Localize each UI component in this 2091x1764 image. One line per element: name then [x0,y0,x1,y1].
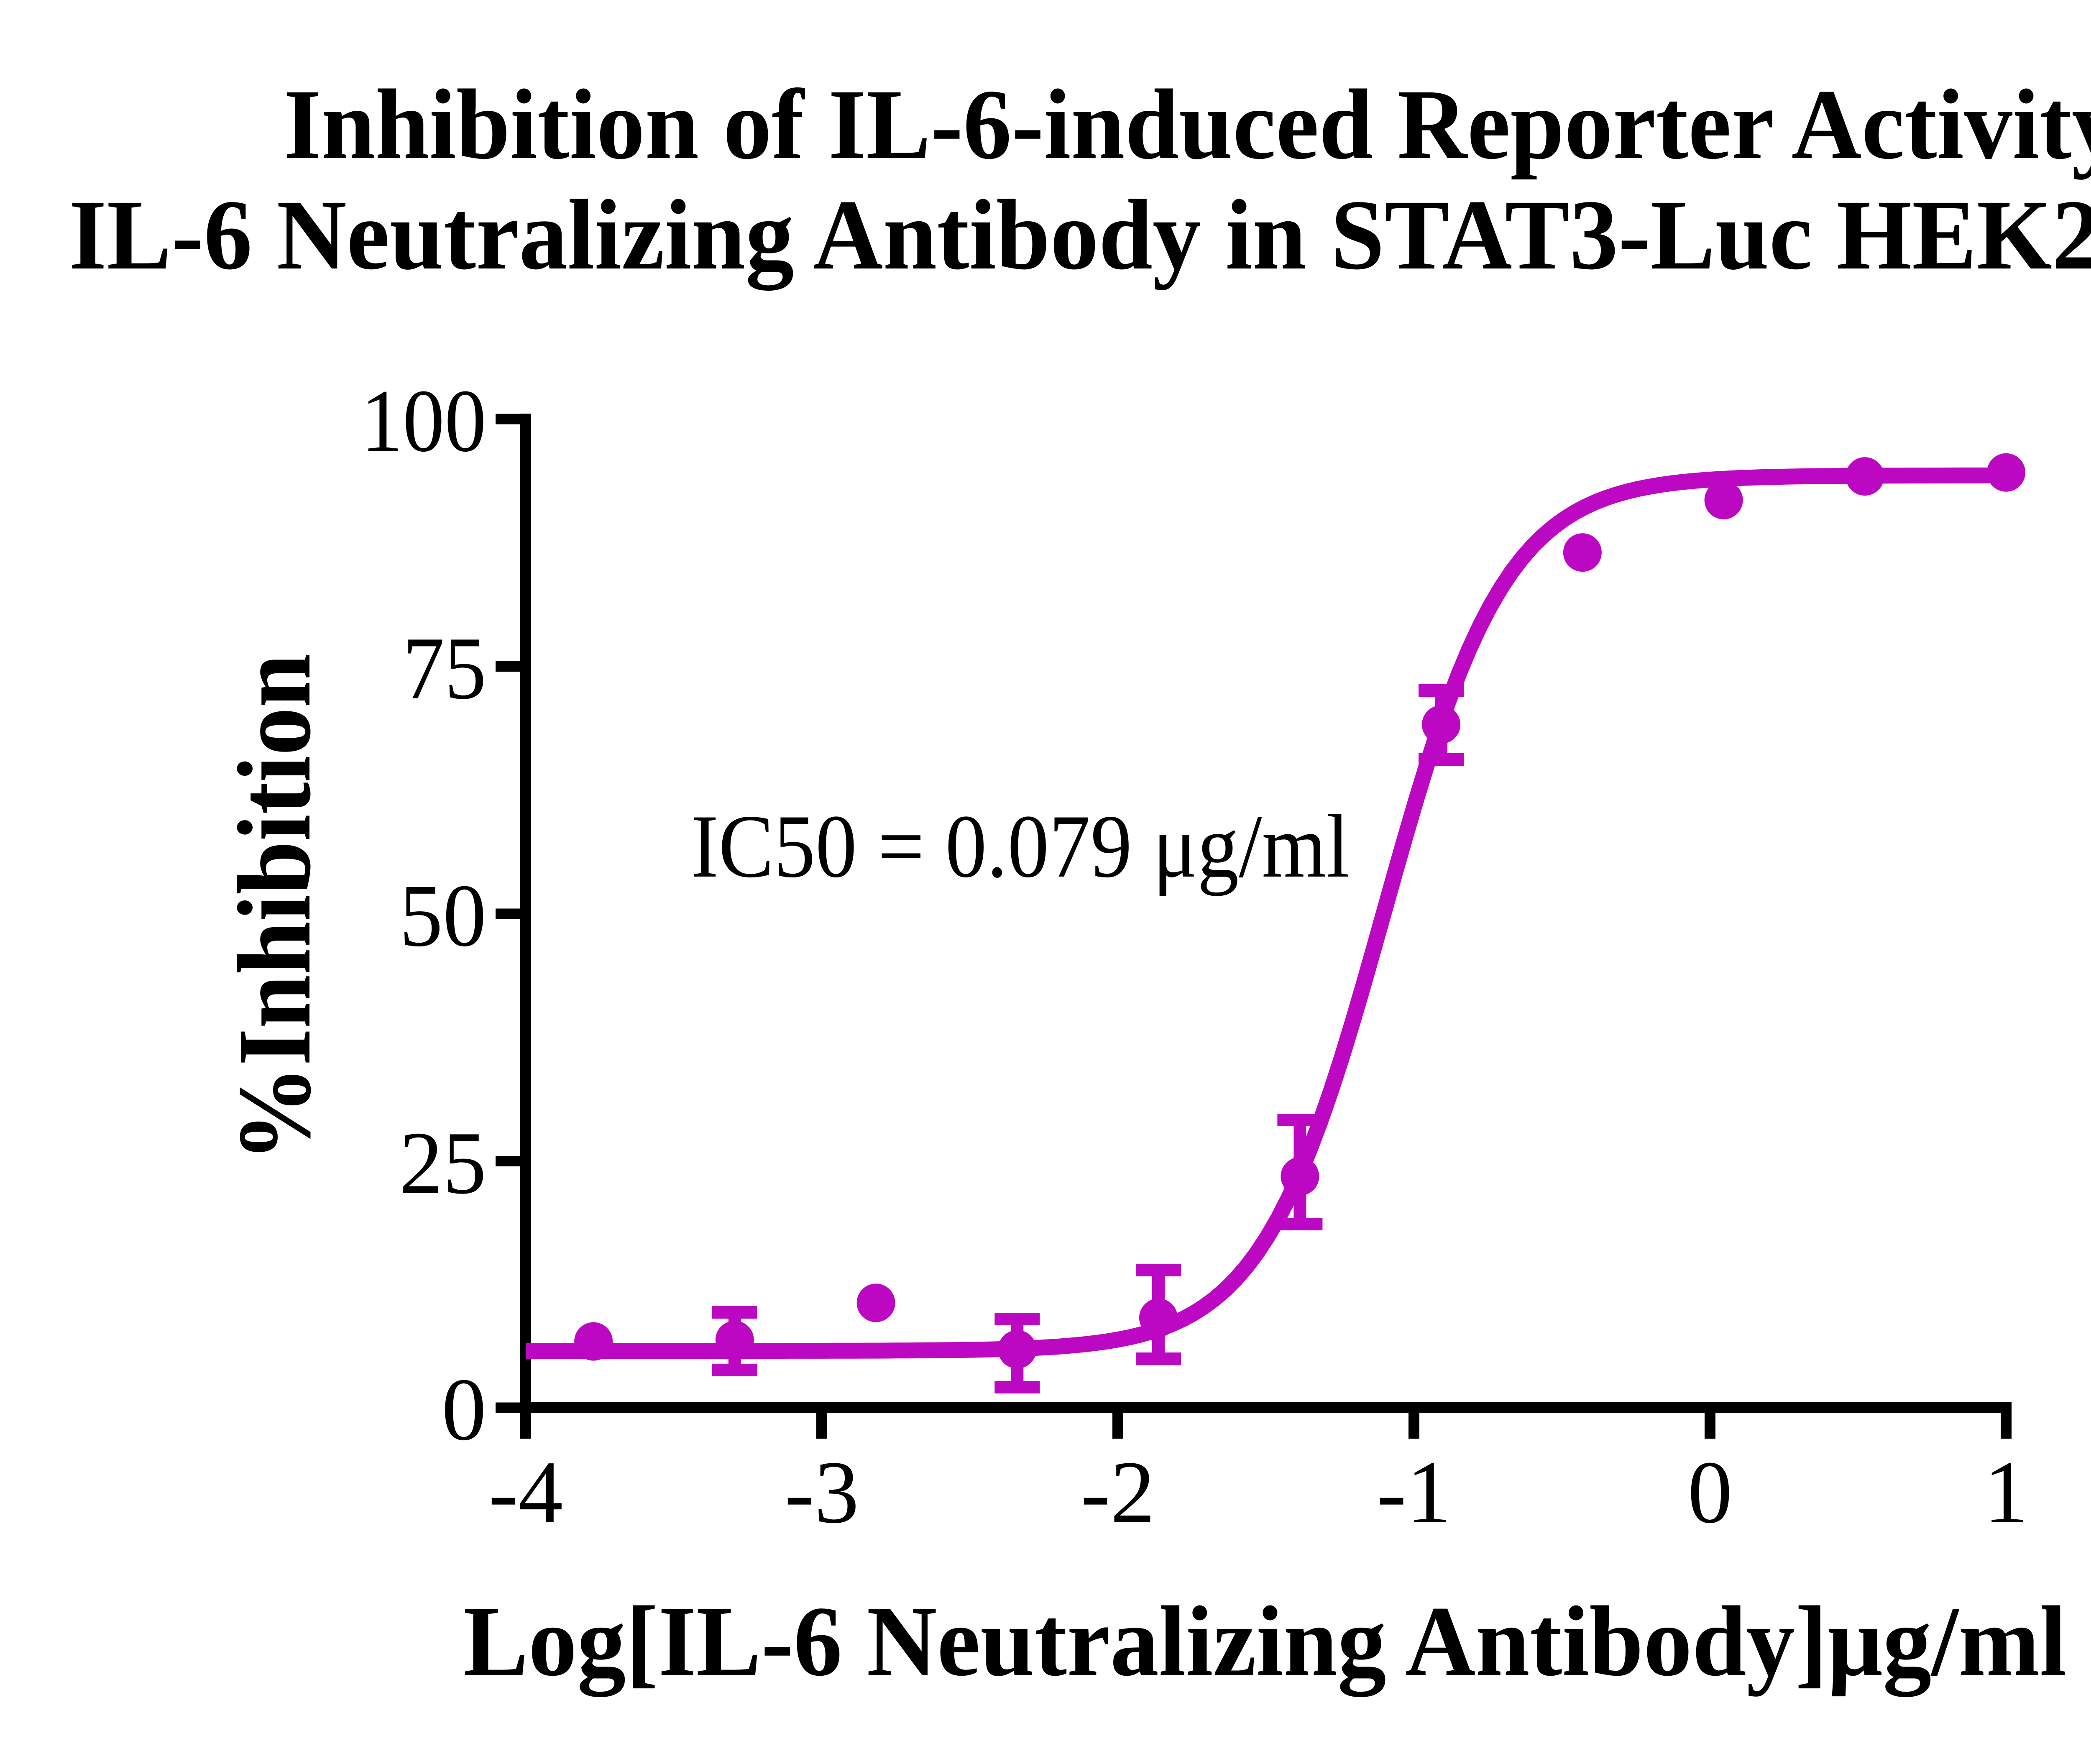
svg-text:%Inhibition: %Inhibition [217,654,332,1162]
svg-text:0: 0 [442,1360,486,1459]
svg-text:75: 75 [403,619,486,718]
svg-text:25: 25 [399,1114,486,1213]
svg-text:-4: -4 [488,1443,563,1542]
svg-text:0: 0 [1688,1443,1733,1542]
svg-text:IL-6 Neutralizing Antibody in: IL-6 Neutralizing Antibody in STAT3-Luc … [69,179,2091,291]
svg-text:1: 1 [1984,1443,2029,1542]
svg-text:100: 100 [361,371,486,470]
svg-text:-1: -1 [1377,1443,1451,1542]
svg-text:IC50 = 0.079 μg/ml: IC50 = 0.079 μg/ml [691,796,1350,896]
svg-text:Inhibition of IL-6-induced Rep: Inhibition of IL-6-induced Reporter Acti… [284,69,2091,180]
svg-text:-2: -2 [1081,1443,1155,1542]
svg-text:Log[IL-6 Neutralizing Antibody: Log[IL-6 Neutralizing Antibody]μg/ml [463,1585,2067,1697]
svg-text:-3: -3 [785,1443,859,1542]
svg-text:50: 50 [399,866,486,965]
